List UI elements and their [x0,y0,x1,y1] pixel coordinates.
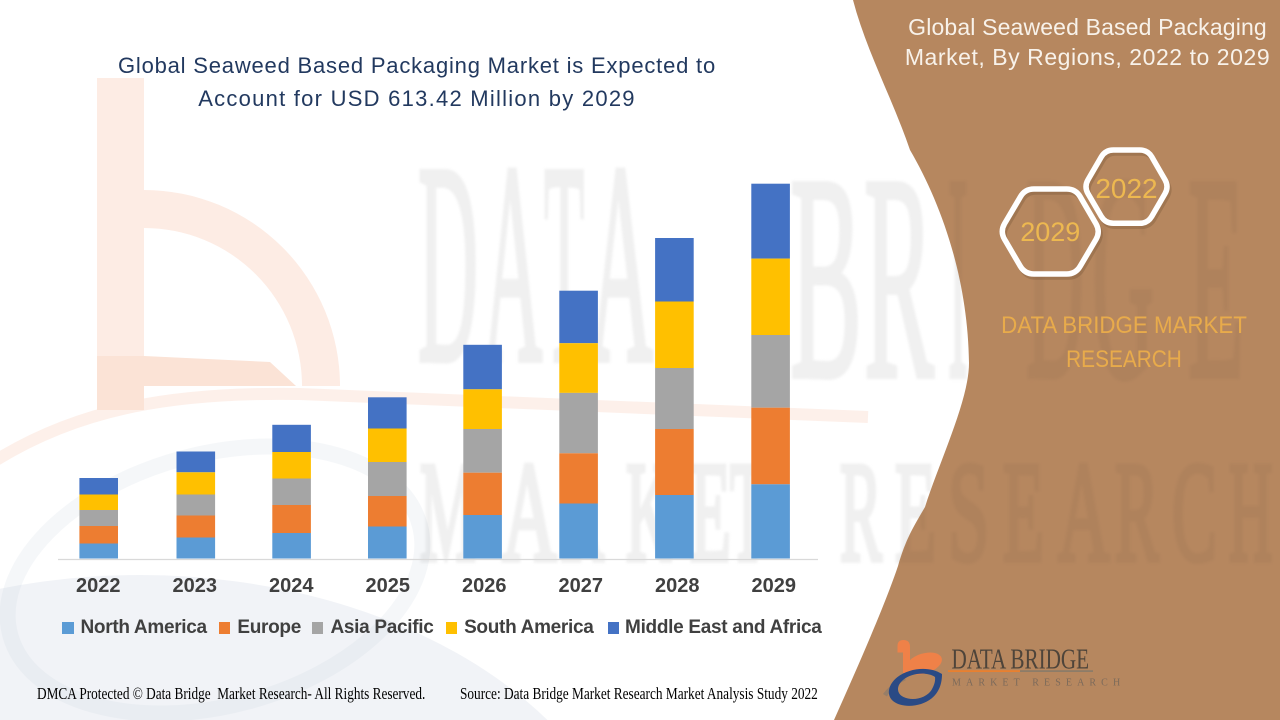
svg-text:2029: 2029 [1020,217,1080,247]
svg-text:2022: 2022 [1095,173,1157,204]
svg-text:DATA BRIDGE: DATA BRIDGE [952,643,1090,675]
svg-text:MARKET RESEARCH: MARKET RESEARCH [952,678,1120,689]
